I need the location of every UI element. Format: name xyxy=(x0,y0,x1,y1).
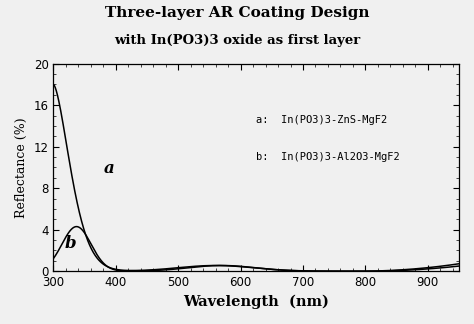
Text: b:  In(PO3)3-Al2O3-MgF2: b: In(PO3)3-Al2O3-MgF2 xyxy=(256,152,400,162)
Text: b: b xyxy=(64,235,76,252)
Text: a: a xyxy=(103,160,114,177)
X-axis label: Wavelength  (nm): Wavelength (nm) xyxy=(183,295,329,309)
Text: with In(PO3)3 oxide as first layer: with In(PO3)3 oxide as first layer xyxy=(114,34,360,47)
Y-axis label: Reflectance (%): Reflectance (%) xyxy=(15,117,28,218)
Text: Three-layer AR Coating Design: Three-layer AR Coating Design xyxy=(105,6,369,20)
Text: a:  In(PO3)3-ZnS-MgF2: a: In(PO3)3-ZnS-MgF2 xyxy=(256,115,387,125)
